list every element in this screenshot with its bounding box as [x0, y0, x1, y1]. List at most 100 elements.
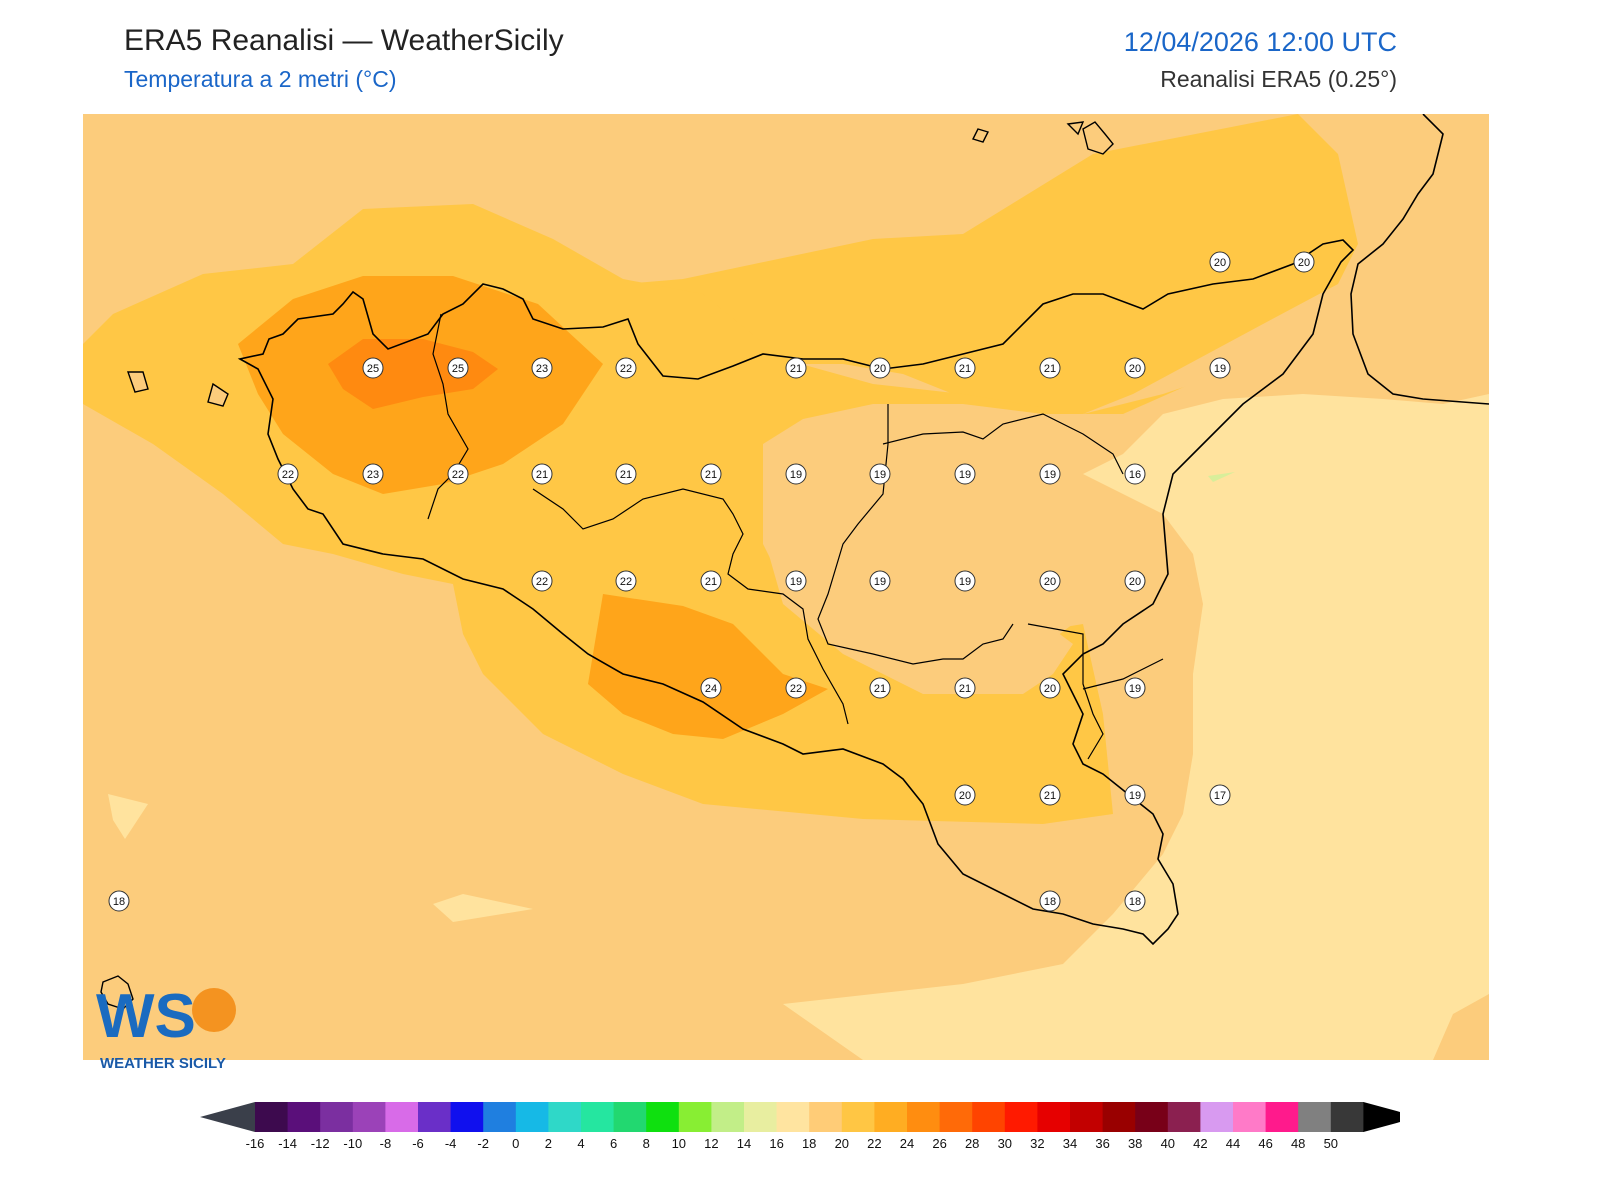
- colorbar-tick-label: 0: [512, 1136, 519, 1151]
- colorbar-cell: [972, 1102, 1006, 1132]
- station-marker: [785, 570, 807, 592]
- station-value-label: 20: [959, 790, 971, 802]
- station-value-label: 24: [705, 683, 717, 695]
- station-value-label: 21: [705, 576, 717, 588]
- station-value-label: 18: [1044, 896, 1056, 908]
- station-value-label: 23: [367, 469, 379, 481]
- colorbar-cell: [613, 1102, 647, 1132]
- colorbar-cell: [352, 1102, 386, 1132]
- station-value-8: 20: [1124, 357, 1146, 379]
- colorbar-cell: [874, 1102, 908, 1132]
- station-marker: [1124, 677, 1146, 699]
- station-value-25: 21: [700, 570, 722, 592]
- station-value-40: 17: [1209, 784, 1231, 806]
- band-16-18-patch2: [108, 794, 148, 839]
- colorbar-cell: [450, 1102, 484, 1132]
- colorbar-cell: [255, 1102, 289, 1132]
- colorbar-tick-label: 36: [1095, 1136, 1109, 1151]
- station-value-label: 20: [1044, 576, 1056, 588]
- station-value-label: 20: [1298, 257, 1310, 269]
- station-value-label: 18: [113, 896, 125, 908]
- station-value-1: 25: [447, 357, 469, 379]
- station-value-label: 19: [959, 576, 971, 588]
- colorbar-cell: [841, 1102, 875, 1132]
- station-value-label: 19: [1129, 683, 1141, 695]
- province-borders: [427, 313, 1164, 760]
- station-marker: [954, 570, 976, 592]
- colorbar-cell: [646, 1102, 680, 1132]
- station-value-label: 21: [705, 469, 717, 481]
- station-value-35: 20: [1039, 677, 1061, 699]
- station-marker: [869, 677, 891, 699]
- colorbar-cell: [548, 1102, 582, 1132]
- station-value-7: 21: [1039, 357, 1061, 379]
- colorbar-cell: [1330, 1102, 1364, 1132]
- station-value-16: 21: [615, 463, 637, 485]
- station-value-33: 21: [869, 677, 891, 699]
- colorbar-tick-label: 46: [1258, 1136, 1272, 1151]
- band-14-16-spot: [1208, 472, 1235, 482]
- station-marker: [615, 570, 637, 592]
- station-marker: [1124, 357, 1146, 379]
- colorbar-tick-label: 34: [1063, 1136, 1077, 1151]
- colorbar-cell: [287, 1102, 321, 1132]
- station-value-9: 19: [1209, 357, 1231, 379]
- colorbar-cell: [1298, 1102, 1332, 1132]
- station-marker: [531, 570, 553, 592]
- station-value-label: 25: [367, 363, 379, 375]
- colorbar-cell: [1233, 1102, 1267, 1132]
- station-marker: [954, 463, 976, 485]
- colorbar-cell: [1004, 1102, 1038, 1132]
- station-value-label: 22: [282, 469, 294, 481]
- station-value-2: 23: [531, 357, 553, 379]
- station-marker: [1124, 784, 1146, 806]
- station-value-12: 22: [277, 463, 299, 485]
- station-value-23: 22: [531, 570, 553, 592]
- station-value-label: 19: [1214, 363, 1226, 375]
- station-value-36: 19: [1124, 677, 1146, 699]
- station-value-43: 18: [1124, 890, 1146, 912]
- logo-text: WEATHER SICILY: [100, 1055, 226, 1072]
- station-value-label: 19: [790, 469, 802, 481]
- colorbar-tick-label: 20: [835, 1136, 849, 1151]
- station-value-28: 19: [954, 570, 976, 592]
- station-value-label: 21: [874, 683, 886, 695]
- station-marker: [785, 677, 807, 699]
- station-marker: [531, 463, 553, 485]
- station-marker: [447, 357, 469, 379]
- station-value-18: 19: [785, 463, 807, 485]
- station-value-label: 20: [874, 363, 886, 375]
- colorbar-tick-label: -6: [412, 1136, 424, 1151]
- station-value-label: 22: [620, 576, 632, 588]
- islands: [100, 121, 1114, 1010]
- station-marker: [869, 463, 891, 485]
- colorbar-tick-label: 32: [1030, 1136, 1044, 1151]
- station-marker: [531, 357, 553, 379]
- station-value-17: 21: [700, 463, 722, 485]
- station-value-label: 21: [536, 469, 548, 481]
- station-value-5: 20: [869, 357, 891, 379]
- station-marker: [954, 677, 976, 699]
- station-value-label: 22: [536, 576, 548, 588]
- colorbar-tick-label: -12: [311, 1136, 330, 1151]
- station-marker: [1124, 463, 1146, 485]
- colorbar-cell: [1037, 1102, 1071, 1132]
- colorbar-tick-label: 24: [900, 1136, 914, 1151]
- temperature-map[interactable]: 25 25 23 22 21 20 21 21 20 19 20 20 22 23 22 21 21 21 19 19…: [83, 114, 1489, 1060]
- band-22-24-south: [588, 594, 828, 739]
- colorbar-tick-label: 22: [867, 1136, 881, 1151]
- band-16-18-east: [783, 394, 1489, 1060]
- station-value-label: 22: [452, 469, 464, 481]
- station-marker: [954, 784, 976, 806]
- colorbar-tick-label: 40: [1161, 1136, 1175, 1151]
- colorbar-tick-label: -8: [380, 1136, 392, 1151]
- station-marker: [108, 890, 130, 912]
- colorbar-tick-label: 4: [577, 1136, 584, 1151]
- station-marker: [700, 677, 722, 699]
- station-marker: [277, 463, 299, 485]
- station-value-22: 16: [1124, 463, 1146, 485]
- station-value-label: 19: [874, 576, 886, 588]
- station-markers: 25 25 23 22 21 20 21 21 20 19 20 20 22 23 22 21 21 21 19 19…: [108, 251, 1315, 912]
- station-value-20: 19: [954, 463, 976, 485]
- station-value-label: 23: [536, 363, 548, 375]
